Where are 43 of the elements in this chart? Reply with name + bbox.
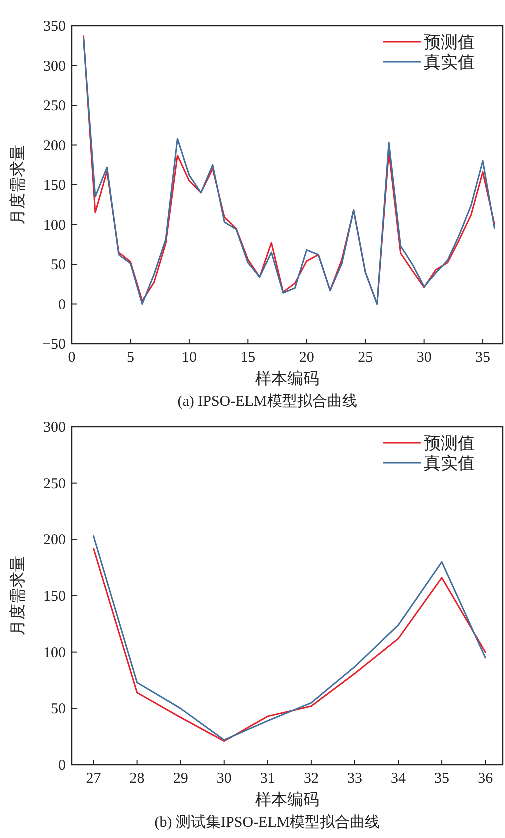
x-tick-label: 32	[304, 771, 319, 787]
y-tick-label: 100	[44, 218, 66, 234]
y-axis-title: 月度需求量	[9, 556, 27, 636]
y-tick-label: 50	[51, 258, 66, 274]
x-tick-label: 30	[416, 350, 432, 366]
x-tick-label: 10	[182, 350, 197, 366]
y-tick-label: 250	[44, 98, 66, 114]
x-tick-label: 29	[173, 771, 188, 787]
legend-label: 预测值	[424, 434, 475, 453]
y-tick-label: 100	[44, 645, 66, 662]
x-tick-label: 20	[299, 350, 314, 366]
x-tick-label: 35	[476, 350, 491, 366]
x-tick-label: 25	[358, 350, 374, 366]
y-tick-label: 300	[44, 420, 66, 436]
legend-label: 真实值	[424, 454, 475, 473]
y-tick-label: 250	[44, 476, 66, 492]
y-tick-label: −50	[42, 337, 66, 353]
y-axis-title: 月度需求量	[9, 145, 27, 225]
text: (a) IPSO-ELM模型拟合曲线	[178, 393, 358, 410]
x-axis-title: 样本编码	[256, 370, 320, 388]
y-tick-label: 200	[44, 138, 66, 154]
x-tick-label: 33	[347, 771, 362, 787]
y-tick-label: 0	[58, 758, 66, 774]
y-tick-label: 350	[44, 19, 66, 35]
text: (b) 测试集IPSO-ELM模型拟合曲线	[154, 814, 380, 831]
y-tick-label: 150	[44, 178, 66, 194]
x-tick-label: 15	[240, 350, 256, 366]
y-tick-label: 200	[44, 532, 66, 549]
y-tick-label: 0	[58, 297, 66, 314]
x-tick-label: 5	[126, 350, 134, 366]
y-tick-label: 300	[44, 58, 66, 75]
legend-label: 预测值	[424, 33, 475, 52]
x-tick-label: 36	[478, 771, 494, 787]
x-tick-label: 34	[391, 771, 407, 787]
y-tick-label: 150	[44, 589, 66, 605]
x-tick-label: 31	[260, 771, 276, 787]
x-axis-title: 样本编码	[256, 791, 320, 809]
legend-label: 真实值	[424, 53, 475, 72]
x-tick-label: 30	[216, 771, 232, 787]
x-tick-label: 27	[86, 771, 102, 787]
y-tick-label: 50	[51, 702, 66, 718]
x-tick-label: 28	[130, 771, 145, 787]
x-tick-label: 35	[434, 771, 450, 787]
